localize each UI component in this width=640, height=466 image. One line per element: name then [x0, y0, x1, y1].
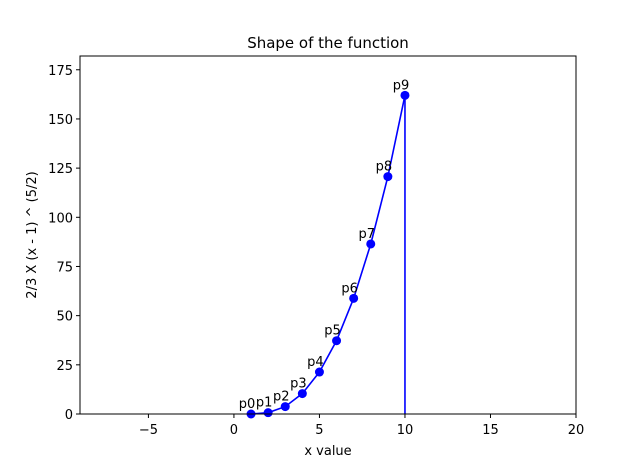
x-tick-label: −5	[139, 423, 158, 438]
x-axis: −5 0 5 10 15 20	[139, 414, 584, 438]
series-line	[250, 95, 406, 415]
y-tick-label: 75	[56, 260, 73, 275]
y-axis: 0 25 50 75 100 125 150 175	[48, 64, 80, 423]
y-tick-label: 50	[56, 310, 73, 325]
point-label: p2	[273, 390, 290, 405]
y-tick-label: 175	[48, 64, 73, 79]
y-tick-label: 0	[65, 408, 73, 423]
x-tick-label: 5	[315, 423, 323, 438]
y-tick-label: 100	[48, 211, 73, 226]
y-tick-label: 150	[48, 113, 73, 128]
point-label: p1	[256, 396, 273, 411]
data-point	[349, 293, 359, 303]
data-point	[400, 90, 410, 100]
point-label: p0	[239, 397, 256, 412]
point-label: p6	[341, 281, 358, 296]
data-point	[383, 172, 393, 182]
point-label: p9	[393, 78, 410, 93]
x-tick-label: 20	[568, 423, 585, 438]
point-label: p3	[290, 377, 307, 392]
plot-frame	[79, 55, 577, 415]
x-tick-label: 0	[230, 423, 238, 438]
data-point	[263, 408, 273, 418]
y-axis-title: 2/3 X (x - 1) ^ (5/2)	[25, 171, 40, 298]
x-tick-label: 10	[397, 423, 414, 438]
y-tick-label: 125	[48, 162, 73, 177]
point-label: p8	[376, 160, 393, 175]
chart-title: Shape of the function	[247, 34, 409, 52]
x-axis-title: x value	[304, 444, 351, 459]
data-point	[332, 336, 342, 346]
point-label: p4	[307, 355, 324, 370]
data-point	[366, 239, 376, 249]
data-point	[314, 367, 324, 377]
data-point	[280, 402, 290, 412]
data-point	[297, 389, 307, 399]
point-label: p5	[324, 324, 341, 339]
x-tick-label: 15	[482, 423, 499, 438]
point-label: p7	[358, 227, 375, 242]
y-tick-label: 25	[56, 359, 73, 374]
